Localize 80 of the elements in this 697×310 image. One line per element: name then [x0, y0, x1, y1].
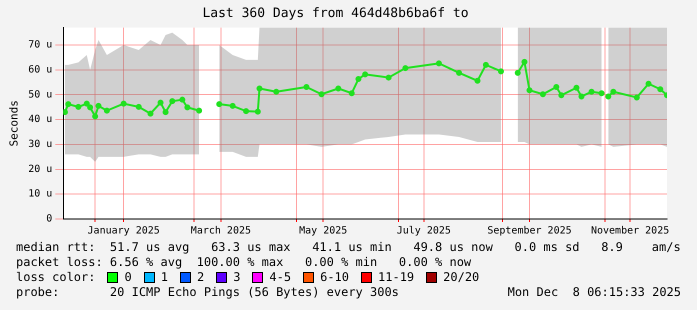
point — [216, 101, 222, 108]
y-tick-label: 60 u — [28, 64, 52, 76]
point — [573, 84, 580, 91]
point — [254, 108, 261, 115]
x-tick-label: July 2025 — [396, 226, 451, 237]
text: 11-19 — [378, 270, 414, 285]
y-tick-label: 50 u — [28, 89, 52, 100]
point — [63, 109, 68, 116]
point — [348, 90, 355, 96]
point — [402, 65, 408, 72]
y-tick-label: 40 u — [28, 114, 52, 126]
point — [657, 86, 664, 92]
point — [521, 58, 528, 65]
point — [553, 84, 560, 90]
point — [230, 102, 236, 109]
point — [96, 102, 102, 109]
text: 20/20 — [443, 270, 480, 285]
text: probe: 20 ICMP Echo Pings (56 Bytes) every 300s — [16, 285, 399, 300]
point — [355, 76, 362, 82]
y-tick-label: 70 u — [28, 40, 52, 51]
y-tick-label: 10 u — [28, 188, 52, 200]
y-tick-label: 0 — [46, 214, 52, 225]
y-axis-title: Seconds — [7, 100, 20, 146]
x-tick-label: March 2025 — [190, 226, 252, 237]
text: 1 — [160, 270, 168, 285]
point — [273, 88, 280, 95]
point — [498, 68, 504, 74]
x-tick-label: January 2025 — [88, 226, 160, 237]
point — [65, 101, 72, 108]
point — [526, 87, 532, 94]
point — [158, 100, 164, 106]
point — [598, 90, 605, 96]
x-tick-label: November 2025 — [590, 226, 670, 237]
point — [179, 96, 186, 103]
point — [558, 92, 564, 98]
point — [169, 98, 176, 104]
point — [605, 93, 612, 100]
x-tick-label: May 2025 — [299, 226, 348, 237]
text: 0 — [124, 270, 132, 285]
point — [436, 60, 442, 66]
text: loss color: — [16, 270, 96, 285]
point — [386, 74, 392, 81]
text: packet loss: 6.56 % avg 100.00 % max 0.00 % min 0.00 % now — [16, 255, 472, 270]
point — [362, 71, 368, 78]
x-tick-label: September 2025 — [487, 226, 572, 237]
point — [634, 94, 640, 100]
point — [136, 104, 142, 110]
point — [482, 62, 489, 68]
text: 6-10 — [320, 270, 350, 285]
point — [335, 86, 342, 92]
text: 2 — [196, 270, 204, 285]
point — [120, 100, 127, 107]
text: median rtt: 51.7 us avg 63.3 us max 41.1 us min 49.8 us now 0.0 ms sd 8.9 am/s — [16, 240, 682, 255]
point — [578, 93, 584, 100]
point — [456, 70, 462, 76]
chart-title: Last 360 Days from 464d48b6ba6f to — [202, 6, 469, 22]
point — [104, 108, 110, 114]
point — [87, 104, 94, 110]
point — [75, 104, 82, 110]
text: 4-5 — [269, 270, 292, 285]
point — [646, 80, 652, 87]
point — [303, 84, 310, 90]
point — [184, 104, 190, 110]
point — [610, 88, 616, 95]
point — [474, 78, 480, 84]
point — [514, 70, 521, 76]
text: Mon Dec 8 06:15:33 2025 — [508, 285, 681, 300]
point — [147, 110, 154, 117]
point — [318, 91, 325, 98]
point — [256, 86, 262, 92]
point — [243, 108, 250, 114]
point — [540, 91, 546, 98]
y-tick-label: 20 u — [28, 164, 52, 175]
point — [588, 88, 595, 95]
text: 3 — [233, 270, 240, 285]
point — [162, 109, 169, 116]
point — [84, 100, 90, 107]
y-tick-label: 30 u — [28, 139, 52, 150]
point — [92, 113, 98, 120]
point — [196, 108, 202, 114]
